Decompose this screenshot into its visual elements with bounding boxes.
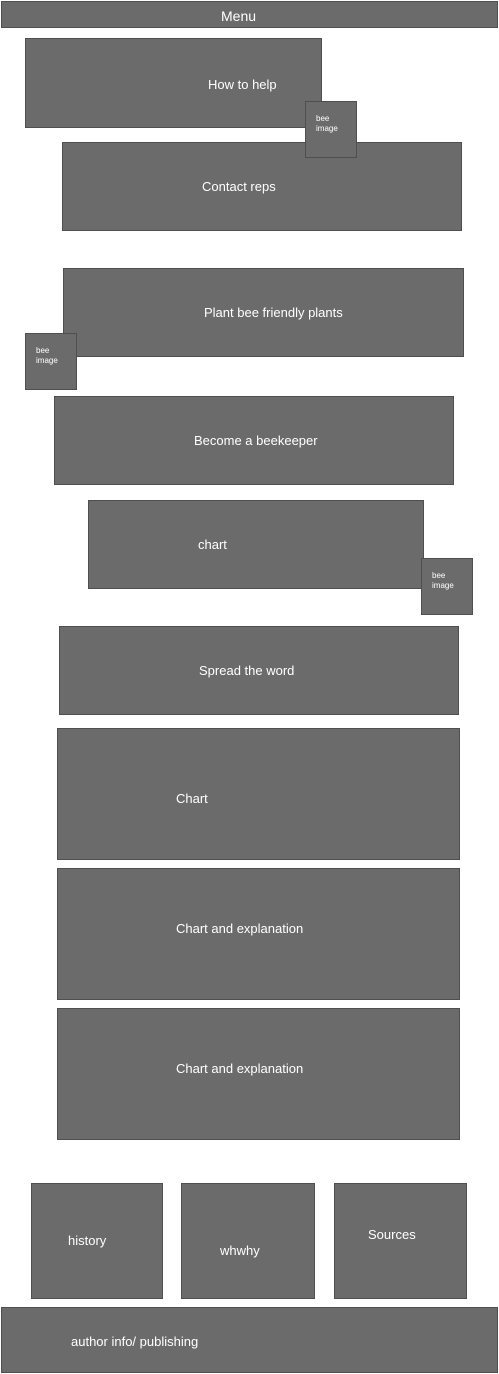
author-info-label[interactable]: author info/ publishing (71, 1334, 199, 1349)
plant-bee-friendly-section[interactable]: Plant bee friendly plants (63, 268, 464, 357)
chart-explanation-section-2[interactable]: Chart and explanation (57, 1008, 460, 1140)
history-label: history (68, 1233, 107, 1248)
chart-large-label: Chart (176, 791, 208, 806)
sources-link[interactable]: Sources (334, 1183, 467, 1299)
bee-image-2: bee image (25, 333, 77, 390)
chart-large-section[interactable]: Chart (57, 728, 460, 860)
bee-image-label: bee image (316, 114, 338, 133)
bee-image-label: bee image (36, 346, 58, 365)
history-link[interactable]: history (31, 1183, 163, 1299)
how-to-help-section[interactable]: How to help (25, 38, 322, 128)
menu-label: Menu (221, 8, 257, 24)
spread-the-word-label: Spread the word (199, 663, 295, 678)
bee-image-label: bee image (432, 571, 454, 590)
whwhy-link[interactable]: whwhy (181, 1183, 315, 1299)
how-to-help-label: How to help (208, 77, 277, 92)
menu-bar[interactable]: Menu (1, 1, 498, 28)
spread-the-word-section[interactable]: Spread the word (59, 626, 459, 715)
chart-explanation-label-2: Chart and explanation (176, 1061, 304, 1076)
plant-bee-friendly-label: Plant bee friendly plants (204, 305, 343, 320)
become-beekeeper-section[interactable]: Become a beekeeper (54, 396, 454, 485)
bee-image-3: bee image (421, 558, 473, 615)
chart-small-section[interactable]: chart (88, 500, 424, 589)
chart-small-label: chart (198, 537, 227, 552)
whwhy-label: whwhy (220, 1243, 260, 1258)
bee-image-1: bee image (305, 101, 357, 158)
contact-reps-section[interactable]: Contact reps (62, 142, 462, 231)
chart-explanation-section-1[interactable]: Chart and explanation (57, 868, 460, 1000)
become-beekeeper-label: Become a beekeeper (194, 433, 318, 448)
chart-explanation-label-1: Chart and explanation (176, 921, 304, 936)
footer-bar: author info/ publishing (1, 1307, 498, 1373)
contact-reps-label: Contact reps (202, 179, 276, 194)
sources-label: Sources (368, 1227, 416, 1242)
